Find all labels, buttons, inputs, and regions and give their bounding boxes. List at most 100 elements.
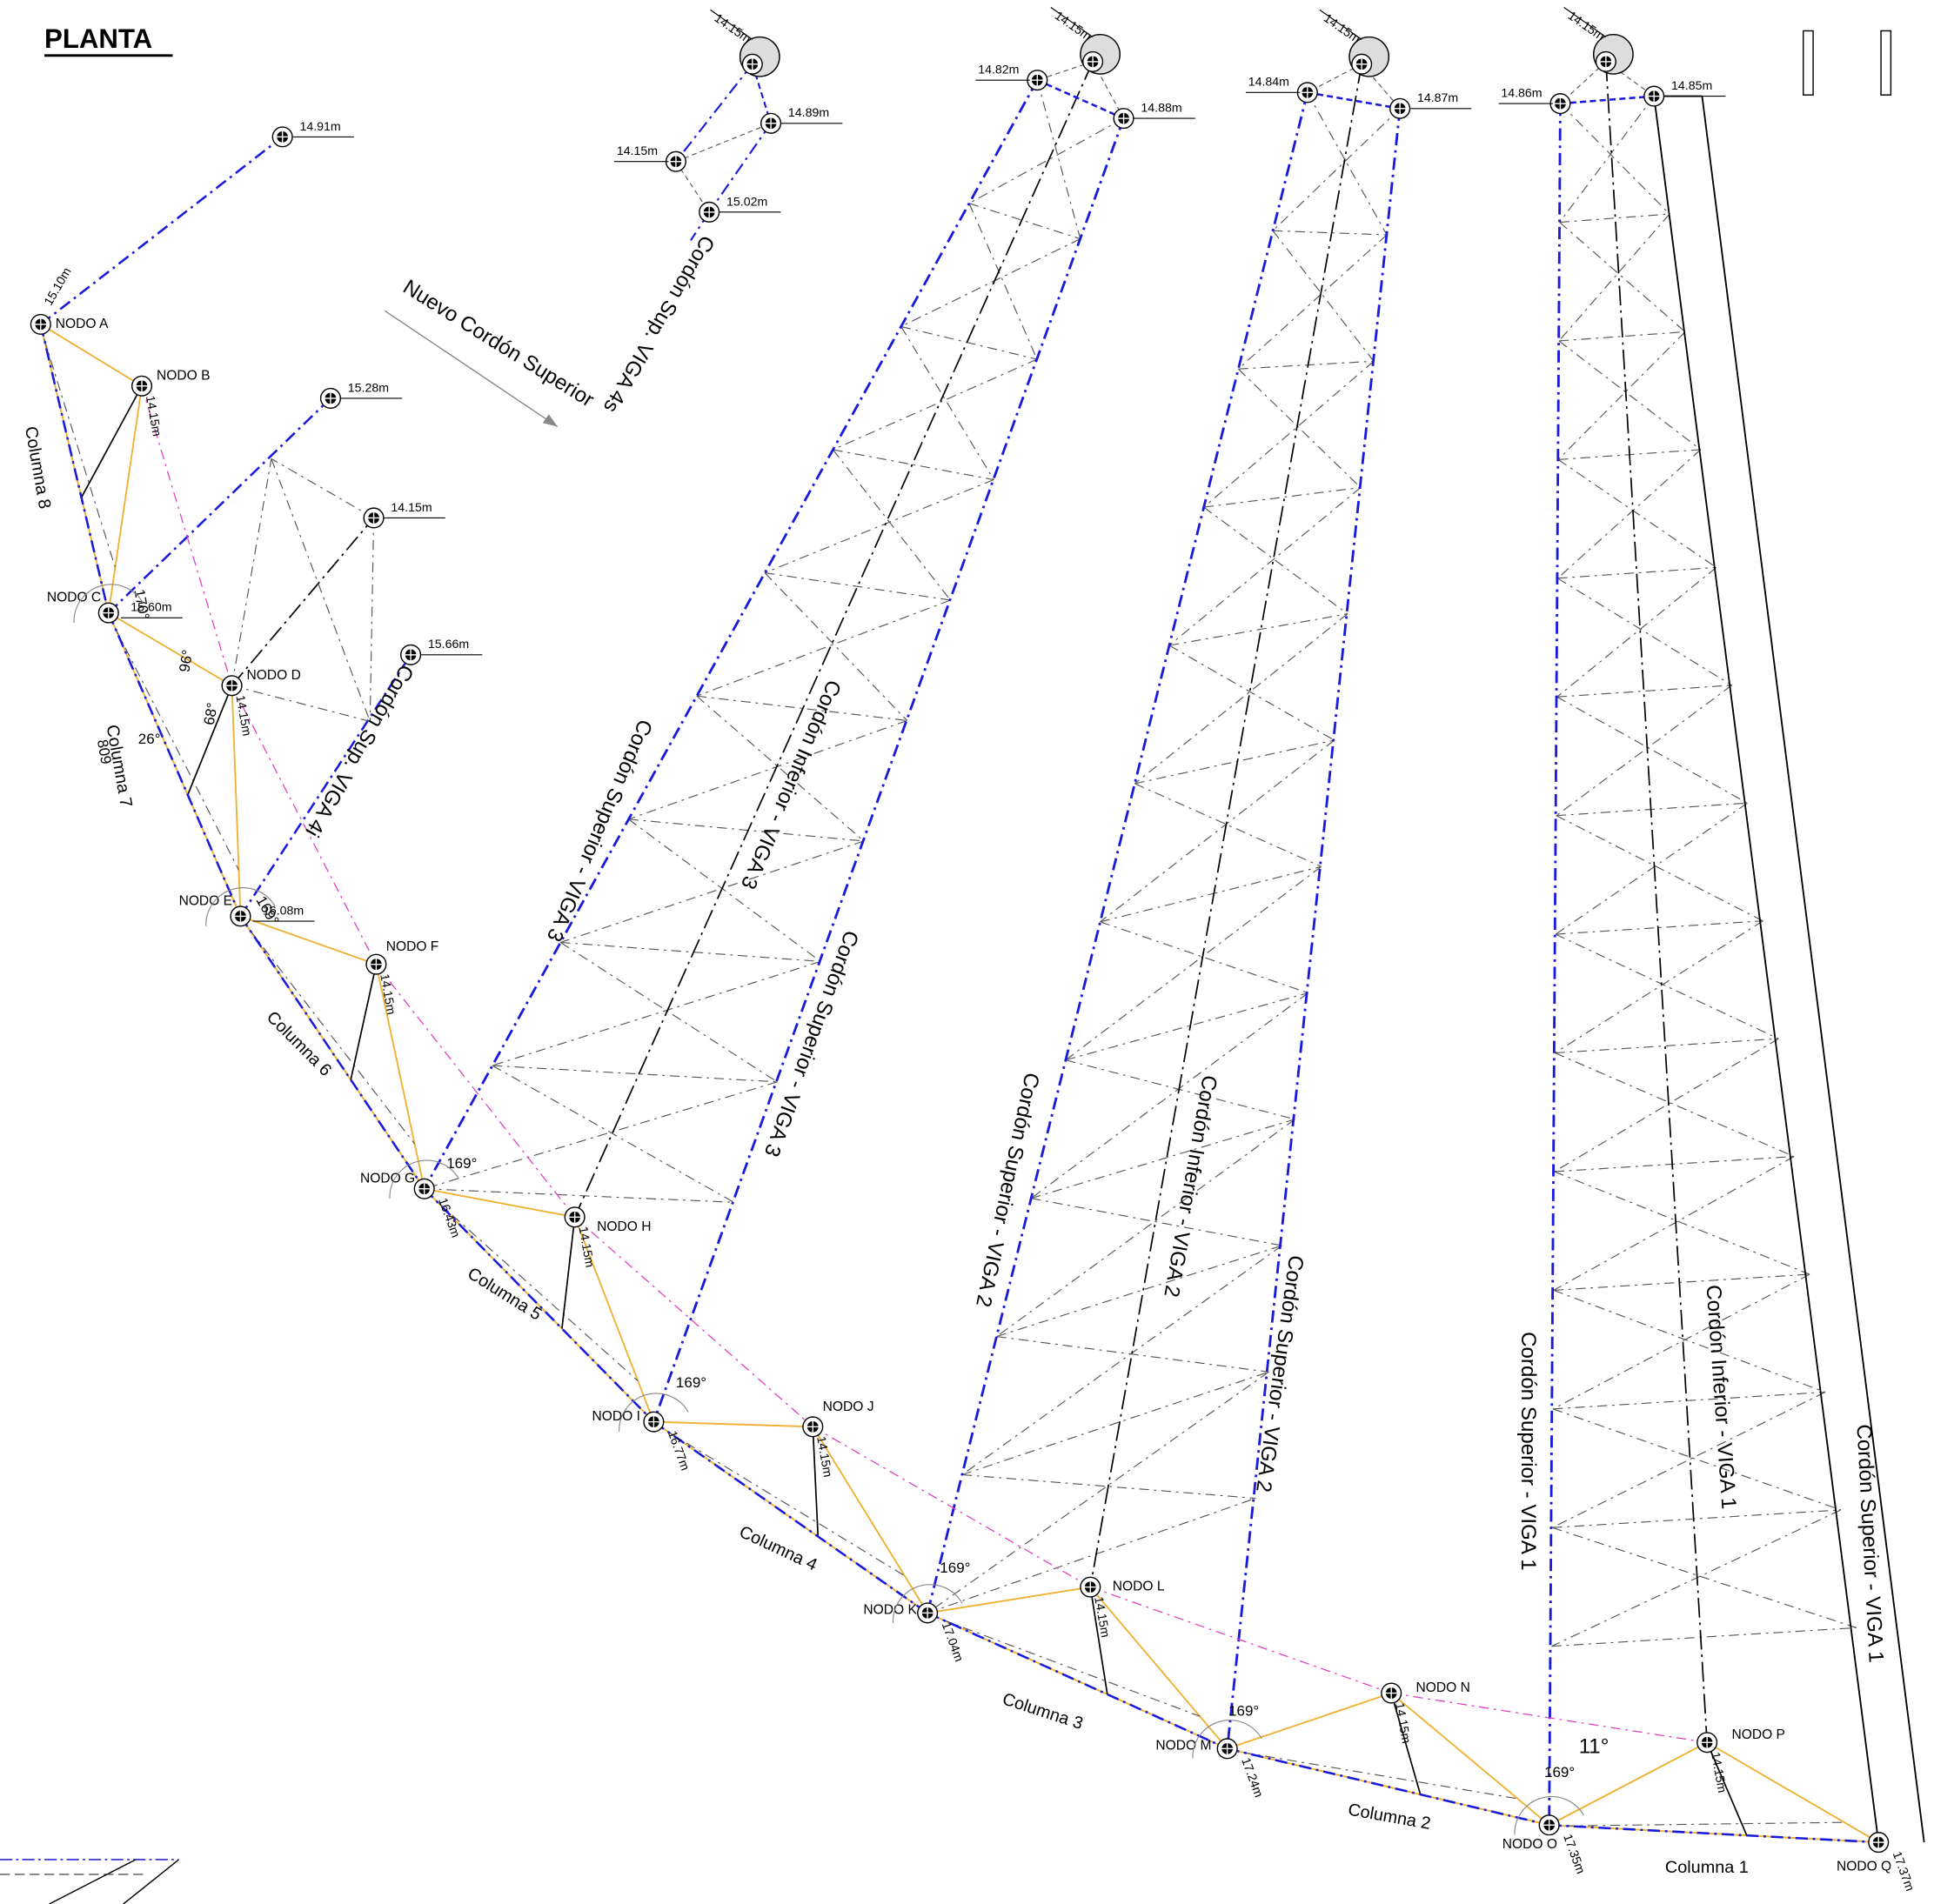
leader [1050, 7, 1094, 38]
upper-chord [652, 1420, 928, 1614]
lower-line [1391, 1692, 1708, 1743]
upper-chord [107, 612, 242, 917]
upper-chord [652, 117, 1125, 1423]
brace [696, 695, 865, 842]
brace [1553, 1273, 1810, 1291]
angle-arc [1192, 1720, 1262, 1759]
brace [424, 1081, 778, 1190]
beam-label: Cordón Superior - VIGA 2 [1251, 1254, 1308, 1494]
node-label: NODO G [360, 1171, 415, 1186]
brace [1556, 920, 1763, 935]
brace [1203, 360, 1375, 508]
brace [1557, 578, 1732, 686]
upper-chord [1227, 1747, 1549, 1827]
leader [1563, 7, 1607, 38]
brace [900, 326, 994, 480]
upper-chord [926, 91, 1309, 1613]
brace [1031, 1119, 1295, 1199]
brace [1556, 815, 1763, 922]
brace [1559, 222, 1686, 332]
elevation: 15.60m [130, 601, 171, 615]
brace [666, 1431, 906, 1577]
title: PLANTA [44, 23, 152, 54]
node-label: NODO M [1155, 1739, 1211, 1754]
chord [1701, 96, 1925, 1843]
leader [1319, 9, 1362, 40]
brace [1558, 331, 1685, 342]
beam-label: Cordón Inferior - VIGA 1 [1701, 1284, 1740, 1510]
upper-chord [107, 398, 331, 614]
brace [1555, 1038, 1779, 1054]
brace [1100, 865, 1322, 923]
brace [114, 627, 239, 871]
brace [1551, 1627, 1857, 1647]
angle-label: 68° [201, 701, 221, 726]
chord [675, 63, 753, 163]
brace [1168, 613, 1348, 646]
node-label: NODO F [386, 939, 439, 954]
brace [1272, 230, 1375, 362]
upper-chord [1549, 1823, 1879, 1844]
brace [271, 458, 374, 518]
angle-label: 169° [446, 1155, 477, 1172]
beam-label: Cordón Sup. VIGA 4s [599, 231, 719, 417]
brace [1555, 933, 1779, 1039]
brace [1554, 1156, 1795, 1172]
brace [231, 685, 371, 722]
brace [764, 572, 908, 721]
brace [1555, 802, 1748, 935]
brace [1559, 213, 1670, 224]
brace [1556, 566, 1717, 698]
lower-chord [1605, 61, 1708, 1743]
brace [231, 458, 272, 686]
column-edge [1706, 1741, 1748, 1836]
brace [1273, 230, 1388, 236]
column-edge [812, 1426, 820, 1537]
elevation: 16.77m [665, 1429, 692, 1473]
brace [832, 449, 951, 601]
arrow [384, 310, 559, 428]
angle-arc [1514, 1796, 1584, 1835]
angle-arc [205, 887, 276, 926]
angle-arc [619, 1393, 689, 1433]
brace [1203, 506, 1348, 615]
brace [435, 1199, 639, 1382]
brace [1243, 1752, 1518, 1800]
elevation: 14.89m [788, 106, 829, 120]
column-edge [1089, 1587, 1108, 1695]
lower-line [812, 1426, 1091, 1588]
node-label: NODO O [1502, 1837, 1557, 1852]
angle-arc [73, 584, 144, 623]
brace [1203, 486, 1361, 508]
brace [1553, 1156, 1795, 1291]
brace [961, 1371, 1269, 1476]
chord [1307, 91, 1401, 110]
elevation: 14.15m [1091, 1596, 1112, 1639]
brace [696, 695, 907, 722]
brace [833, 358, 1038, 451]
elevation: 14.15m [143, 395, 164, 438]
symbol [1880, 30, 1892, 96]
brace [1030, 992, 1308, 1199]
angle-label: 96° [176, 649, 196, 674]
beam-label: Cordón Inferior - VIGA 2 [1159, 1073, 1221, 1299]
chord [708, 123, 772, 213]
elevation: 17.04m [939, 1620, 966, 1664]
elevation: 14.15m [617, 144, 658, 158]
arrow-head [542, 414, 558, 427]
column-edge [1390, 1693, 1422, 1795]
elevation: 14.15m [1392, 1701, 1413, 1744]
elevation: 14.87m [1417, 91, 1458, 105]
brace [1555, 920, 1763, 1054]
brace [1557, 458, 1717, 568]
brace [968, 203, 1038, 360]
elevation: 14.82m [978, 63, 1019, 77]
leader [710, 9, 753, 40]
elevation: 14.84m [1248, 76, 1289, 90]
upper-chord [423, 1187, 655, 1423]
brace [1554, 1171, 1810, 1275]
brace [492, 1065, 778, 1083]
upper-chord [423, 79, 1039, 1190]
brace [271, 458, 371, 722]
